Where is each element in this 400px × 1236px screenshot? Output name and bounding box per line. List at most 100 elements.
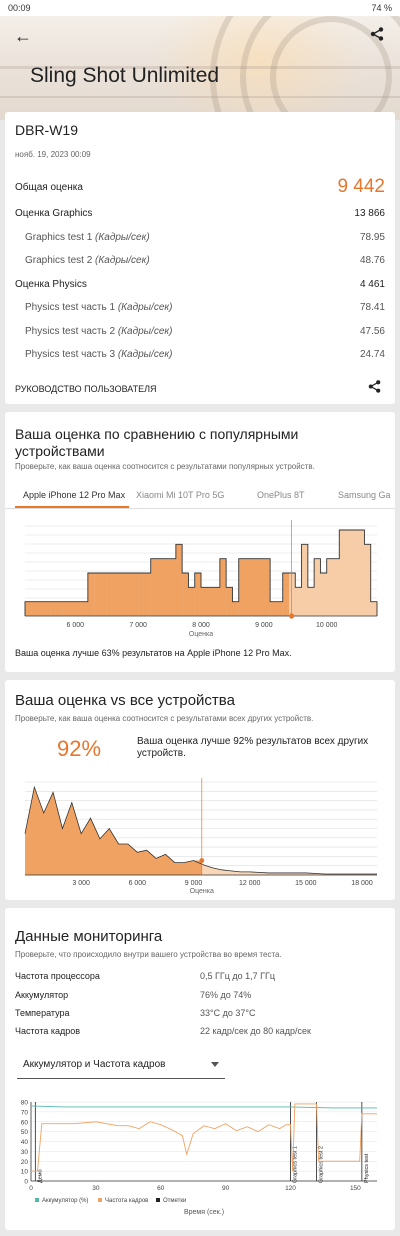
temperature-label: Температура <box>15 1008 70 1018</box>
status-bar: 00:09 74 % <box>0 0 400 16</box>
histogram-bar <box>251 558 258 616</box>
y-tick-label: 60 <box>21 1119 29 1126</box>
histogram-bar <box>56 601 63 616</box>
histogram-bar <box>194 573 202 616</box>
distribution-area-above <box>201 860 377 875</box>
histogram-bar <box>37 601 45 616</box>
x-axis-label: Время (сек.) <box>184 1209 224 1216</box>
histogram-bar <box>333 558 340 616</box>
histogram-bar <box>69 601 76 616</box>
histogram-bar <box>257 558 265 616</box>
histogram-bar <box>301 544 309 616</box>
graphics-test-2-row: Graphics test 2 (Кадры/сек) 48.76 <box>25 255 385 266</box>
section-title: Данные мониторинга <box>15 928 163 945</box>
histogram-bar <box>295 587 302 616</box>
histogram-bar <box>138 573 145 616</box>
histogram-bar <box>131 573 139 616</box>
test-date: нояб. 19, 2023 00:09 <box>15 150 91 159</box>
histogram-bar <box>238 558 246 616</box>
series-line <box>30 1105 377 1109</box>
user-guide-link[interactable]: РУКОВОДСТВО ПОЛЬЗОВАТЕЛЯ <box>15 384 157 394</box>
user-score-marker <box>199 858 205 863</box>
histogram-bar <box>43 601 51 616</box>
histogram-bar <box>87 573 95 616</box>
histogram-bar <box>289 573 296 616</box>
chart-selector-dropdown[interactable]: Аккумулятор и Частота кадров <box>17 1054 225 1079</box>
x-tick-label: 0 <box>29 1185 33 1192</box>
histogram-bar <box>213 587 221 616</box>
share-icon[interactable] <box>368 380 381 398</box>
section-title: Ваша оценка по сравнению с популярными у… <box>15 426 299 459</box>
x-tick-label: 10 000 <box>316 622 338 629</box>
y-tick-label: 10 <box>21 1169 29 1176</box>
histogram-bar <box>314 558 321 616</box>
monitoring-card: Данные мониторинга Проверьте, что происх… <box>5 908 395 1230</box>
device-name: DBR-W19 <box>15 122 79 138</box>
chevron-down-icon <box>211 1062 219 1067</box>
histogram-bar <box>219 558 227 616</box>
histogram-bar <box>100 573 107 616</box>
comparison-note: Ваша оценка лучше 63% результатов на App… <box>15 648 292 658</box>
x-tick-label: 60 <box>157 1185 165 1192</box>
section-subtitle: Проверьте, что происходило внутри вашего… <box>15 950 282 959</box>
histogram-bar <box>364 544 371 616</box>
legend-label: Отметки <box>163 1198 186 1204</box>
legend-label: Аккумулятор (%) <box>42 1198 88 1204</box>
x-tick-label: 9 000 <box>185 880 203 887</box>
x-tick-label: 120 <box>285 1185 296 1192</box>
share-icon[interactable] <box>370 27 384 46</box>
histogram-bar <box>188 587 195 616</box>
histogram-bar <box>94 573 101 616</box>
legend-label: Частота кадров <box>105 1198 148 1204</box>
dropdown-value: Аккумулятор и Частота кадров <box>23 1059 166 1070</box>
status-battery: 74 % <box>371 3 392 13</box>
x-tick-label: 9 000 <box>255 622 273 629</box>
distribution-area-below <box>25 787 202 875</box>
histogram-bar <box>50 601 57 616</box>
all-devices-card: Ваша оценка vs все устройства Проверьте,… <box>5 680 395 900</box>
battery-value: 76% до 74% <box>200 990 252 1000</box>
histogram-bar <box>232 601 239 616</box>
event-marker-label: Graphics test 1 <box>293 1146 299 1183</box>
histogram-bar <box>282 573 290 616</box>
hero-banner <box>0 16 400 120</box>
histogram-bar <box>339 530 346 616</box>
x-axis-label: Оценка <box>190 888 214 895</box>
histogram-bar <box>276 601 283 616</box>
x-tick-label: 150 <box>350 1185 361 1192</box>
y-tick-label: 20 <box>21 1159 29 1166</box>
physics-test-2-row: Physics test часть 2 (Кадры/сек) 47.56 <box>25 326 385 337</box>
histogram-bar <box>226 587 233 616</box>
battery-label: Аккумулятор <box>15 990 69 1000</box>
x-tick-label: 15 000 <box>295 880 317 887</box>
histogram-bar <box>351 530 359 616</box>
framerate-value: 22 кадр/сек до 80 кадр/сек <box>200 1026 311 1036</box>
x-tick-label: 6 000 <box>67 622 85 629</box>
graphics-test-1-row: Graphics test 1 (Кадры/сек) 78.95 <box>25 232 385 243</box>
legend-swatch <box>156 1198 160 1202</box>
tab-oneplus-8t[interactable]: OnePlus 8T <box>257 490 305 500</box>
legend-swatch <box>35 1198 39 1202</box>
tab-apple-iphone-12-pro-max[interactable]: Apple iPhone 12 Pro Max <box>23 490 126 500</box>
event-marker-label: Physics test <box>364 1153 370 1183</box>
tab-samsung[interactable]: Samsung Ga <box>338 490 391 500</box>
histogram-bar <box>370 601 378 616</box>
series-line <box>31 1103 377 1172</box>
histogram-bar <box>175 544 183 616</box>
physics-test-3-row: Physics test часть 3 (Кадры/сек) 24.74 <box>25 349 385 360</box>
histogram-bar <box>157 558 164 616</box>
row-label: Общая оценка <box>15 182 83 193</box>
x-tick-label: 8 000 <box>192 622 210 629</box>
all-devices-distribution-chart: 3 000 6 000 9 000 12 000 15 000 18 000 Оценка <box>24 778 377 895</box>
section-subtitle: Проверьте, как ваша оценка соотносится с… <box>15 714 314 723</box>
x-tick-label: 3 000 <box>72 880 90 887</box>
user-score-marker <box>289 613 295 619</box>
event-marker-label: Демо <box>37 1169 43 1183</box>
tab-xiaomi-mi-10t-pro[interactable]: Xiaomi Mi 10T Pro 5G <box>136 490 225 500</box>
y-tick-label: 30 <box>21 1149 29 1156</box>
overall-score-row: Общая оценка 9 442 <box>15 176 385 197</box>
cpu-value: 0,5 ГГц до 1,7 ГГц <box>200 971 276 981</box>
y-tick-label: 0 <box>24 1179 28 1186</box>
back-arrow-icon[interactable]: ← <box>14 26 32 46</box>
histogram-bar <box>106 573 114 616</box>
